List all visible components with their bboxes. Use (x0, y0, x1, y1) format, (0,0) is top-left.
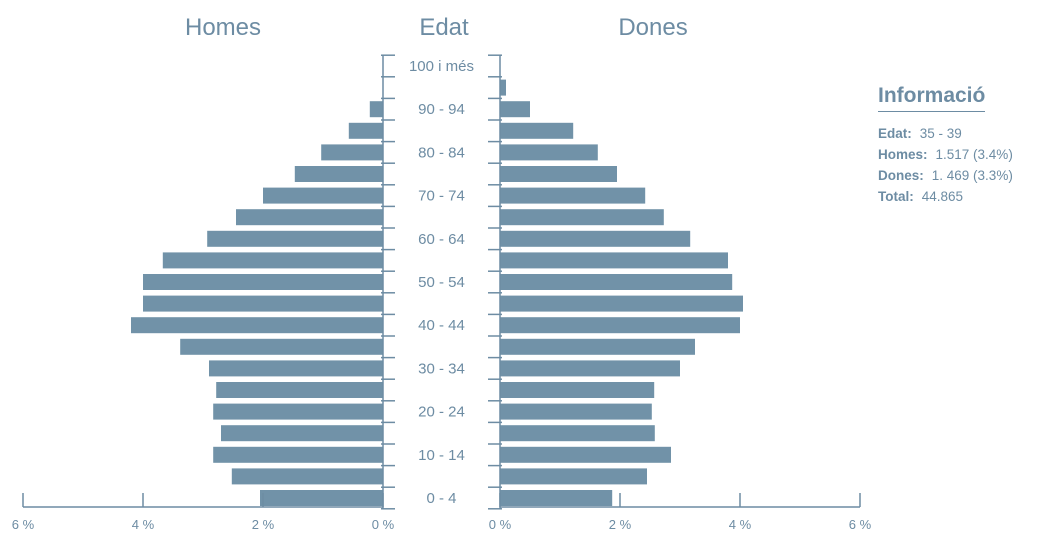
info-value-dones: 1. 469 (3.3%) (931, 168, 1013, 183)
x-tick-label-homes-2: 2 % (252, 517, 275, 532)
x-tick-label-homes-4: 4 % (132, 517, 155, 532)
bar-dones-5[interactable] (500, 382, 655, 398)
info-value-total: 44.865 (921, 189, 964, 204)
bar-homes-11[interactable] (162, 252, 383, 269)
x-axis-homes: 6 % 4 % 2 % 0 % (12, 493, 395, 532)
bar-dones-9[interactable] (500, 295, 743, 312)
bar-homes-10[interactable] (143, 274, 383, 290)
x-tick-label-dones-2: 2 % (609, 517, 632, 532)
bar-homes-16[interactable] (321, 144, 383, 161)
bar-homes-7[interactable] (180, 338, 383, 355)
bar-dones-17[interactable] (500, 122, 574, 139)
info-key-dones: Dones: (878, 168, 924, 183)
x-tick-label-homes-6: 6 % (12, 517, 35, 532)
bar-homes-1[interactable] (231, 468, 383, 485)
age-label-10: 50 - 54 (418, 274, 465, 291)
bar-dones-16[interactable] (500, 144, 598, 161)
bar-dones-13[interactable] (500, 209, 664, 226)
bar-dones-15[interactable] (500, 166, 617, 182)
homes-bars (131, 101, 383, 506)
bar-dones-4[interactable] (500, 403, 652, 420)
age-label-14: 70 - 74 (418, 188, 465, 205)
dones-bars (500, 79, 743, 506)
x-tick-label-dones-6: 6 % (849, 517, 872, 532)
title-dones: Dones (618, 14, 687, 41)
bar-homes-6[interactable] (209, 360, 383, 377)
title-homes: Homes (185, 14, 261, 41)
bar-dones-12[interactable] (500, 230, 691, 247)
bar-dones-11[interactable] (500, 252, 728, 269)
age-axis: 0 - 4 10 - 14 20 - 24 30 - 34 40 - 44 50 - 54… (381, 54, 502, 510)
bar-homes-4[interactable] (213, 403, 383, 420)
bar-homes-5[interactable] (216, 382, 383, 398)
bar-homes-18[interactable] (369, 101, 383, 118)
bar-homes-9[interactable] (143, 295, 383, 312)
x-tick-label-dones-4: 4 % (729, 517, 752, 532)
age-label-16: 80 - 84 (418, 144, 465, 161)
info-title: Informació (878, 84, 986, 112)
info-panel: Informació Edat: 35 - 39 Homes: 1.517 (3.4… (878, 84, 1013, 210)
bar-homes-0[interactable] (260, 490, 383, 506)
bar-homes-13[interactable] (236, 209, 383, 226)
bar-homes-14[interactable] (263, 187, 383, 204)
bar-dones-10[interactable] (500, 274, 733, 290)
bar-dones-2[interactable] (500, 446, 671, 463)
bar-homes-15[interactable] (294, 166, 383, 182)
bar-dones-1[interactable] (500, 468, 647, 485)
info-row-total: Total: 44.865 (878, 189, 1013, 204)
title-edat: Edat (419, 14, 469, 41)
age-label-6: 30 - 34 (418, 360, 465, 377)
info-value-edat: 35 - 39 (919, 126, 962, 141)
age-label-8: 40 - 44 (418, 317, 465, 334)
age-label-2: 10 - 14 (418, 447, 465, 464)
x-axis-dones: 0 % 2 % 4 % 6 % (489, 493, 872, 532)
bar-dones-7[interactable] (500, 338, 695, 355)
bar-homes-12[interactable] (207, 230, 383, 247)
info-key-total: Total: (878, 189, 914, 204)
bar-dones-19[interactable] (500, 79, 506, 96)
x-tick-label-homes-0: 0 % (372, 517, 395, 532)
bar-homes-8[interactable] (131, 317, 383, 334)
bar-dones-18[interactable] (500, 101, 530, 118)
info-row-edat: Edat: 35 - 39 (878, 126, 1013, 141)
bar-dones-6[interactable] (500, 360, 680, 377)
bar-dones-3[interactable] (500, 425, 655, 442)
info-key-edat: Edat: (878, 126, 912, 141)
age-label-20: 100 i més (409, 58, 474, 75)
age-label-4: 20 - 24 (418, 404, 465, 421)
info-key-homes: Homes: (878, 147, 928, 162)
bar-dones-14[interactable] (500, 187, 646, 204)
bar-homes-2[interactable] (213, 446, 383, 463)
bar-homes-3[interactable] (221, 425, 383, 442)
bar-homes-17[interactable] (348, 122, 383, 139)
age-label-12: 60 - 64 (418, 231, 465, 248)
bar-dones-8[interactable] (500, 317, 740, 334)
age-label-0: 0 - 4 (426, 490, 456, 507)
x-tick-label-dones-0: 0 % (489, 517, 512, 532)
bar-dones-0[interactable] (500, 490, 613, 506)
info-row-homes: Homes: 1.517 (3.4%) (878, 147, 1013, 162)
info-row-dones: Dones: 1. 469 (3.3%) (878, 168, 1013, 183)
age-label-18: 90 - 94 (418, 101, 465, 118)
info-value-homes: 1.517 (3.4%) (935, 147, 1013, 162)
